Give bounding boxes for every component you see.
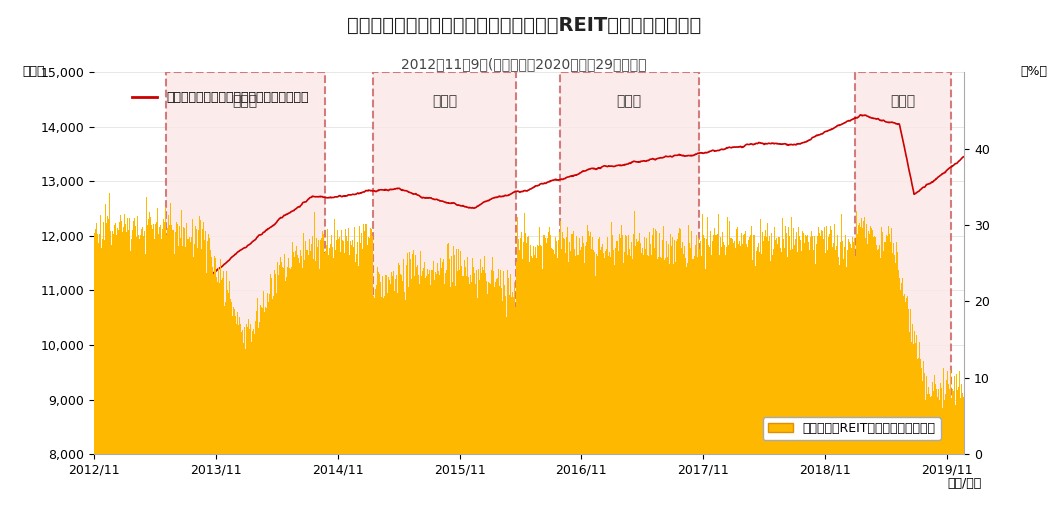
Legend: 日本株式・REITの組入比率（右軸）: 日本株式・REITの組入比率（右軸） [763,417,940,440]
Text: 局面３: 局面３ [616,94,641,108]
Bar [373,72,517,454]
Bar [855,72,952,454]
Y-axis label: （円）: （円） [22,64,45,77]
Bar [166,72,325,454]
Text: 局面４: 局面４ [891,94,916,108]
Text: 「円奏会」の基準価額および日本株式・REITの組入比率の推移: 「円奏会」の基準価額および日本株式・REITの組入比率の推移 [347,15,701,35]
Text: 2012年11月9日(設定日）～2020年９月29日、日次: 2012年11月9日(設定日）～2020年９月29日、日次 [401,57,647,71]
Text: 局面１: 局面１ [233,94,258,108]
Bar [560,72,699,454]
X-axis label: （年/月）: （年/月） [947,477,982,490]
Text: 局面２: 局面２ [432,94,457,108]
Y-axis label: （%）: （%） [1021,64,1047,77]
Legend: 基準価額（税引前分配金再投資）（左軸）: 基準価額（税引前分配金再投資）（左軸） [127,86,314,109]
